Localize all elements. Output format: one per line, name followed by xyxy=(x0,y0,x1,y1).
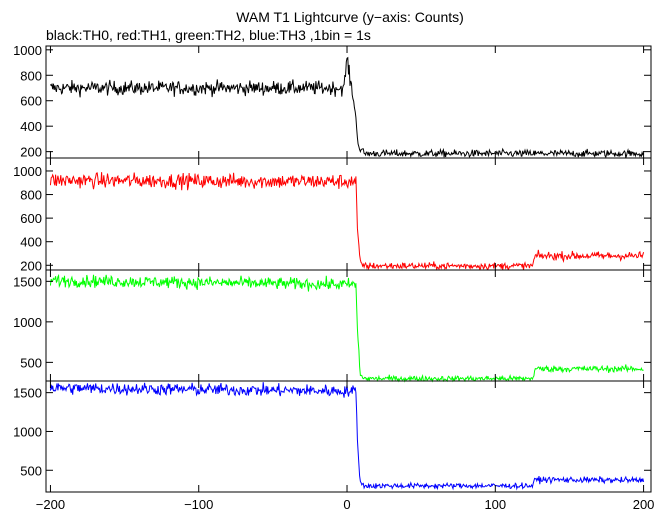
y-tick-label: 400 xyxy=(20,119,42,134)
panel-th2: 500 1000 1500 xyxy=(13,269,652,383)
panels-layer: 2004006008001000200400600800100050010001… xyxy=(13,43,654,512)
panel-th0: 200 400 600 800 1000 xyxy=(13,43,652,160)
y-tick-label: 200 xyxy=(20,258,42,273)
y-tick-label: 600 xyxy=(20,211,42,226)
chart-title: WAM T1 Lightcurve (y−axis: Counts) xyxy=(236,9,464,25)
y-tick-label: 1500 xyxy=(13,386,42,401)
y-tick-label: 1000 xyxy=(13,43,42,58)
y-tick-label: 600 xyxy=(20,94,42,109)
y-tick-label: 1000 xyxy=(13,424,42,439)
y-tick-label: 1500 xyxy=(13,274,42,289)
series-line-th0 xyxy=(49,56,645,159)
y-tick-label: 800 xyxy=(20,188,42,203)
y-tick-label: 800 xyxy=(20,68,42,83)
series-line-th3 xyxy=(49,382,645,491)
panel-frame-th2 xyxy=(45,269,652,382)
series-line-th2 xyxy=(49,273,644,383)
y-tick-label: 1000 xyxy=(13,315,42,330)
x-tick-label: 100 xyxy=(484,497,506,512)
x-tick-label: −100 xyxy=(184,497,213,512)
y-tick-label: 200 xyxy=(20,145,42,160)
x-tick-label: −200 xyxy=(36,497,65,512)
y-tick-label: 500 xyxy=(20,463,42,478)
chart-subtitle: black:TH0, red:TH1, green:TH2, blue:TH3 … xyxy=(46,27,371,43)
y-tick-label: 400 xyxy=(20,235,42,250)
x-tick-label: 200 xyxy=(633,497,655,512)
panel-th3: 500 1000 1500 xyxy=(13,380,652,493)
series-line-th1 xyxy=(49,172,645,271)
panel-frame-th3 xyxy=(45,380,652,493)
y-tick-label: 1000 xyxy=(13,164,42,179)
panel-frame-th1 xyxy=(45,157,652,271)
x-tick-label: 0 xyxy=(343,497,350,512)
panel-th1: 200 400 600 800 1000 xyxy=(13,157,652,273)
y-tick-label: 500 xyxy=(20,355,42,370)
